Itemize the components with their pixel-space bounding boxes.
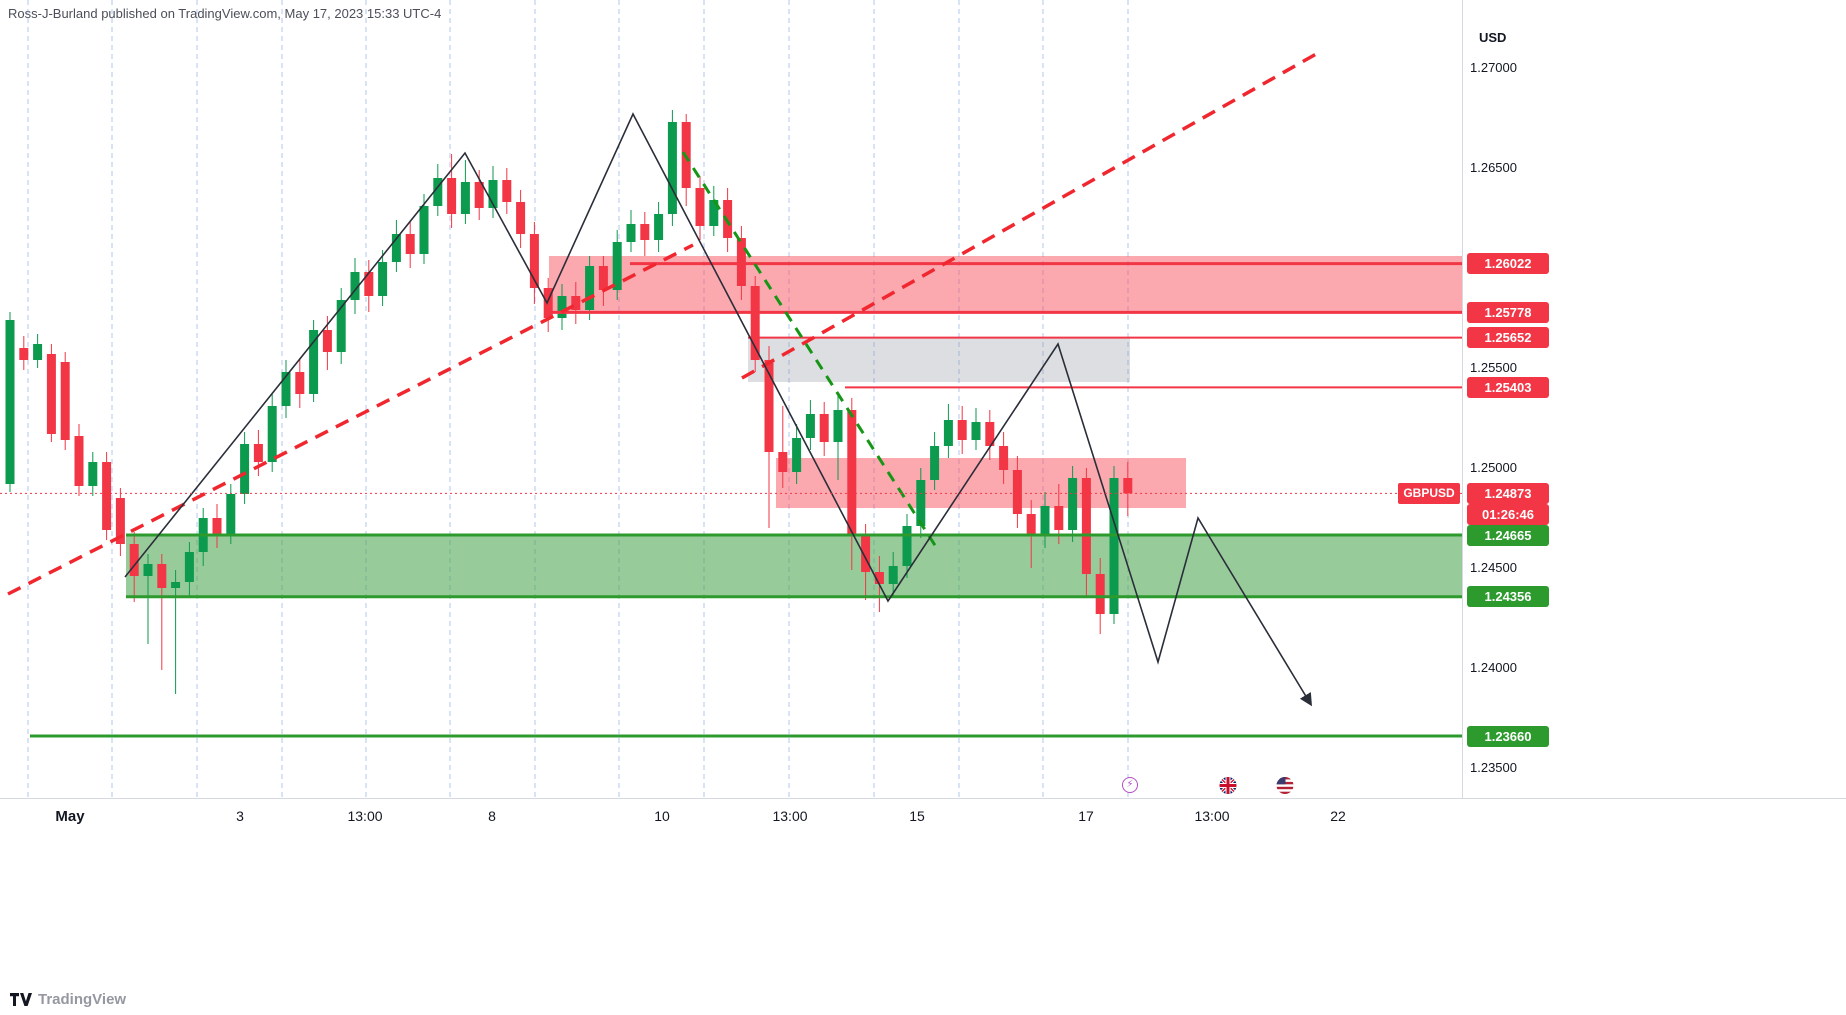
candles-layer	[5, 110, 1133, 694]
time-axis-label: 17	[1078, 808, 1094, 824]
price-level-badge: 1.25403	[1467, 376, 1549, 398]
event-markers-row: ⚡	[1122, 777, 1294, 794]
tradingview-logo-icon	[10, 993, 32, 1006]
time-axis-label: 15	[909, 808, 925, 824]
projection-path	[124, 112, 1312, 707]
price-axis-label: 1.24000	[1470, 660, 1517, 675]
chart-plot[interactable]	[0, 0, 1462, 798]
tradingview-logo[interactable]: TradingView	[10, 991, 126, 1008]
price-level-badge: 1.25778	[1467, 301, 1549, 323]
time-axis-label: 3	[236, 808, 244, 824]
price-axis-label: 1.26500	[1470, 160, 1517, 175]
time-axis-label: May	[55, 808, 85, 825]
countdown-badge: 01:26:46	[1467, 503, 1549, 525]
price-level-badge: 1.25652	[1467, 327, 1549, 349]
us-flag-icon[interactable]	[1276, 777, 1294, 794]
price-axis-label: 1.23500	[1470, 760, 1517, 775]
economic-event-icon[interactable]: ⚡	[1122, 777, 1138, 793]
price-level-badge: 1.24356	[1467, 586, 1549, 608]
day-gridlines	[27, 0, 1129, 798]
price-axis[interactable]: USD 1.24873 01:26:46 1.27000 1.26500 1.255…	[1462, 0, 1846, 798]
price-axis-label: 1.25500	[1470, 360, 1517, 375]
price-axis-label: 1.25000	[1470, 460, 1517, 475]
uk-flag-icon[interactable]	[1219, 777, 1237, 794]
time-axis-label: 10	[654, 808, 670, 824]
tradingview-logo-text: TradingView	[38, 991, 127, 1008]
price-axis-label: 1.24500	[1470, 560, 1517, 575]
time-axis-label: 8	[488, 808, 496, 824]
level-lines-layer	[30, 262, 1462, 738]
time-axis-label: 13:00	[347, 808, 383, 824]
current-price-badge: 1.24873	[1467, 482, 1549, 504]
time-axis-label: 13:00	[772, 808, 808, 824]
symbol-badge: GBPUSD	[1398, 482, 1460, 504]
price-level-badge: 1.26022	[1467, 253, 1549, 275]
currency-label: USD	[1479, 30, 1507, 45]
trendlines-layer	[7, 51, 1319, 596]
price-level-badge: 1.23660	[1467, 725, 1549, 747]
time-axis-label: 13:00	[1194, 808, 1230, 824]
zones-layer	[126, 256, 1462, 597]
price-level-badge: 1.24665	[1467, 524, 1549, 546]
time-axis[interactable]: May 3 13:00 8 10 13:00 15 17 13:00 22	[0, 798, 1846, 835]
attribution-text: Ross-J-Burland published on TradingView.…	[8, 6, 442, 21]
price-axis-label: 1.27000	[1470, 60, 1517, 75]
time-axis-label: 22	[1330, 808, 1346, 824]
